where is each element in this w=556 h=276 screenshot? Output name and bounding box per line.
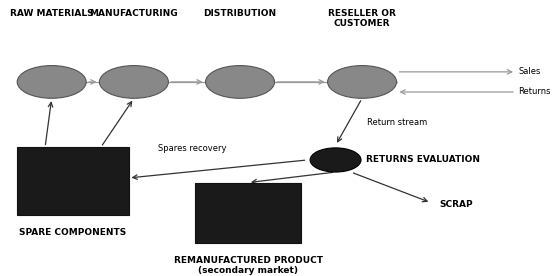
Ellipse shape [17, 66, 86, 98]
Ellipse shape [310, 148, 361, 172]
FancyBboxPatch shape [195, 183, 301, 243]
Ellipse shape [206, 66, 275, 98]
Ellipse shape [100, 66, 168, 98]
Text: DISTRIBUTION: DISTRIBUTION [203, 9, 276, 18]
Text: Sales: Sales [519, 67, 541, 76]
Text: Returns: Returns [519, 87, 551, 97]
Text: Spares recovery: Spares recovery [158, 144, 226, 153]
Text: RAW MATERIALS: RAW MATERIALS [10, 9, 93, 18]
Text: REMANUFACTURED PRODUCT
(secondary market): REMANUFACTURED PRODUCT (secondary market… [173, 256, 322, 275]
FancyBboxPatch shape [17, 147, 128, 215]
Ellipse shape [327, 66, 396, 98]
Text: RETURNS EVALUATION: RETURNS EVALUATION [366, 155, 480, 164]
Text: SPARE COMPONENTS: SPARE COMPONENTS [19, 228, 127, 237]
Text: Return stream: Return stream [368, 118, 428, 127]
Text: SCRAP: SCRAP [439, 200, 473, 208]
Text: MANUFACTURING: MANUFACTURING [90, 9, 178, 18]
Text: RESELLER OR
CUSTOMER: RESELLER OR CUSTOMER [328, 9, 396, 28]
